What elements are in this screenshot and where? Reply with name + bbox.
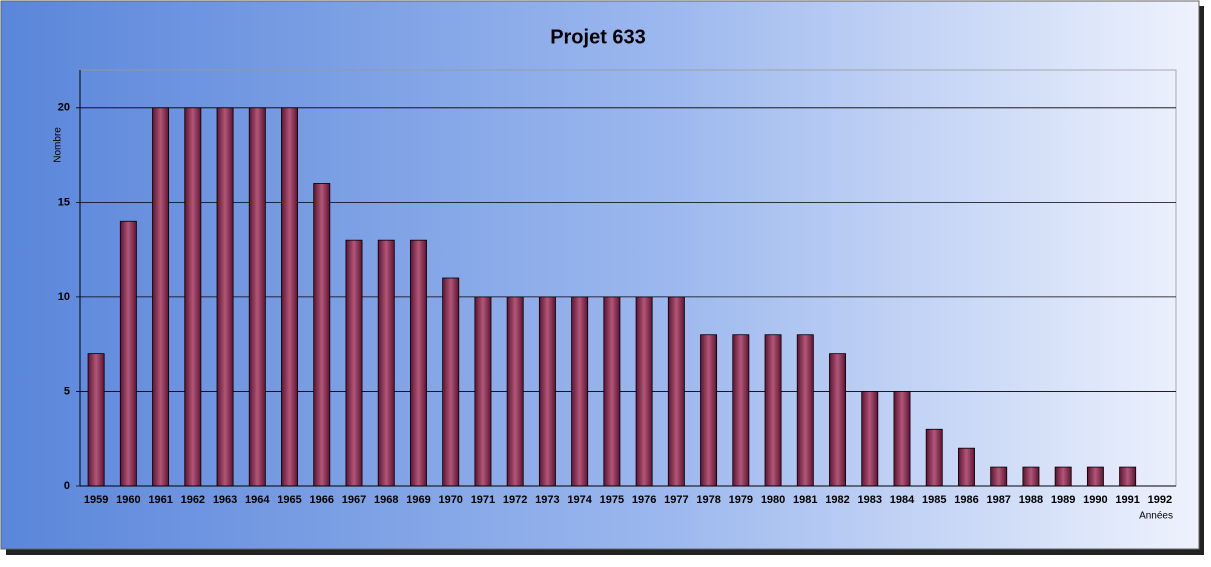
bar <box>958 447 975 487</box>
bar <box>313 183 331 487</box>
bar <box>893 391 911 487</box>
x-tick-label: 1963 <box>213 494 237 506</box>
y-tick-label: 0 <box>64 480 70 492</box>
x-tick-label: 1972 <box>503 494 527 506</box>
bar <box>1119 466 1137 487</box>
x-tick-label: 1971 <box>471 494 495 506</box>
x-tick-label: 1979 <box>729 494 753 506</box>
x-axis-label: Années <box>1139 511 1173 522</box>
bar <box>571 296 589 487</box>
x-tick-label: 1980 <box>761 494 785 506</box>
x-tick-label: 1962 <box>181 494 205 506</box>
y-tick-label: 20 <box>58 102 70 114</box>
x-tick-label: 1981 <box>793 494 817 506</box>
bar <box>732 334 750 487</box>
x-tick-label: 1978 <box>696 494 720 506</box>
bar <box>474 296 492 487</box>
x-tick-label: 1987 <box>986 494 1010 506</box>
bar <box>925 428 943 487</box>
x-tick-label: 1967 <box>342 494 366 506</box>
x-tick-label: 1990 <box>1083 494 1107 506</box>
bar <box>829 353 846 487</box>
x-tick-label: 1961 <box>148 494 172 506</box>
x-tick-label: 1989 <box>1051 494 1075 506</box>
bar <box>667 296 685 487</box>
x-tick-label: 1959 <box>84 494 108 506</box>
x-tick-label: 1974 <box>567 494 592 506</box>
x-tick-label: 1976 <box>632 494 656 506</box>
bar <box>216 107 234 487</box>
y-axis-label: Nombre <box>53 127 64 163</box>
x-tick-label: 1977 <box>664 494 688 506</box>
y-tick-label: 5 <box>64 385 70 397</box>
bar <box>603 296 621 487</box>
x-tick-label: 1982 <box>825 494 849 506</box>
bar <box>184 107 202 487</box>
bar <box>152 107 170 487</box>
frame <box>0 0 1200 550</box>
bar <box>248 107 266 487</box>
bar <box>764 334 782 487</box>
x-tick-label: 1986 <box>954 494 978 506</box>
x-tick-label: 1964 <box>245 494 270 506</box>
bar <box>377 239 395 487</box>
x-tick-label: 1988 <box>1019 494 1043 506</box>
bar <box>119 220 137 487</box>
x-tick-label: 1984 <box>890 494 915 506</box>
x-tick-label: 1960 <box>116 494 140 506</box>
bar <box>700 334 718 487</box>
x-tick-label: 1965 <box>277 494 301 506</box>
x-tick-label: 1968 <box>374 494 398 506</box>
bar <box>1054 466 1072 487</box>
bar <box>506 296 524 487</box>
bar <box>410 239 427 487</box>
y-tick-label: 15 <box>58 196 70 208</box>
chart-title: Projet 633 <box>550 26 646 48</box>
bar <box>345 239 363 487</box>
bar <box>1086 466 1104 487</box>
x-tick-label: 1966 <box>310 494 334 506</box>
bar <box>1022 466 1040 487</box>
x-tick-label: 1973 <box>535 494 559 506</box>
bar <box>281 107 298 487</box>
bar <box>861 391 879 487</box>
bar <box>87 353 105 487</box>
x-tick-label: 1975 <box>600 494 624 506</box>
y-tick-label: 10 <box>58 291 70 303</box>
bar <box>442 277 460 487</box>
x-tick-label: 1970 <box>438 494 462 506</box>
x-tick-label: 1983 <box>858 494 882 506</box>
x-tick-label: 1969 <box>406 494 430 506</box>
x-tick-label: 1985 <box>922 494 946 506</box>
bar <box>990 466 1008 487</box>
bar <box>538 296 556 487</box>
bar <box>635 296 653 487</box>
x-tick-label: 1992 <box>1148 494 1172 506</box>
x-tick-label: 1991 <box>1115 494 1139 506</box>
bar <box>796 334 814 487</box>
